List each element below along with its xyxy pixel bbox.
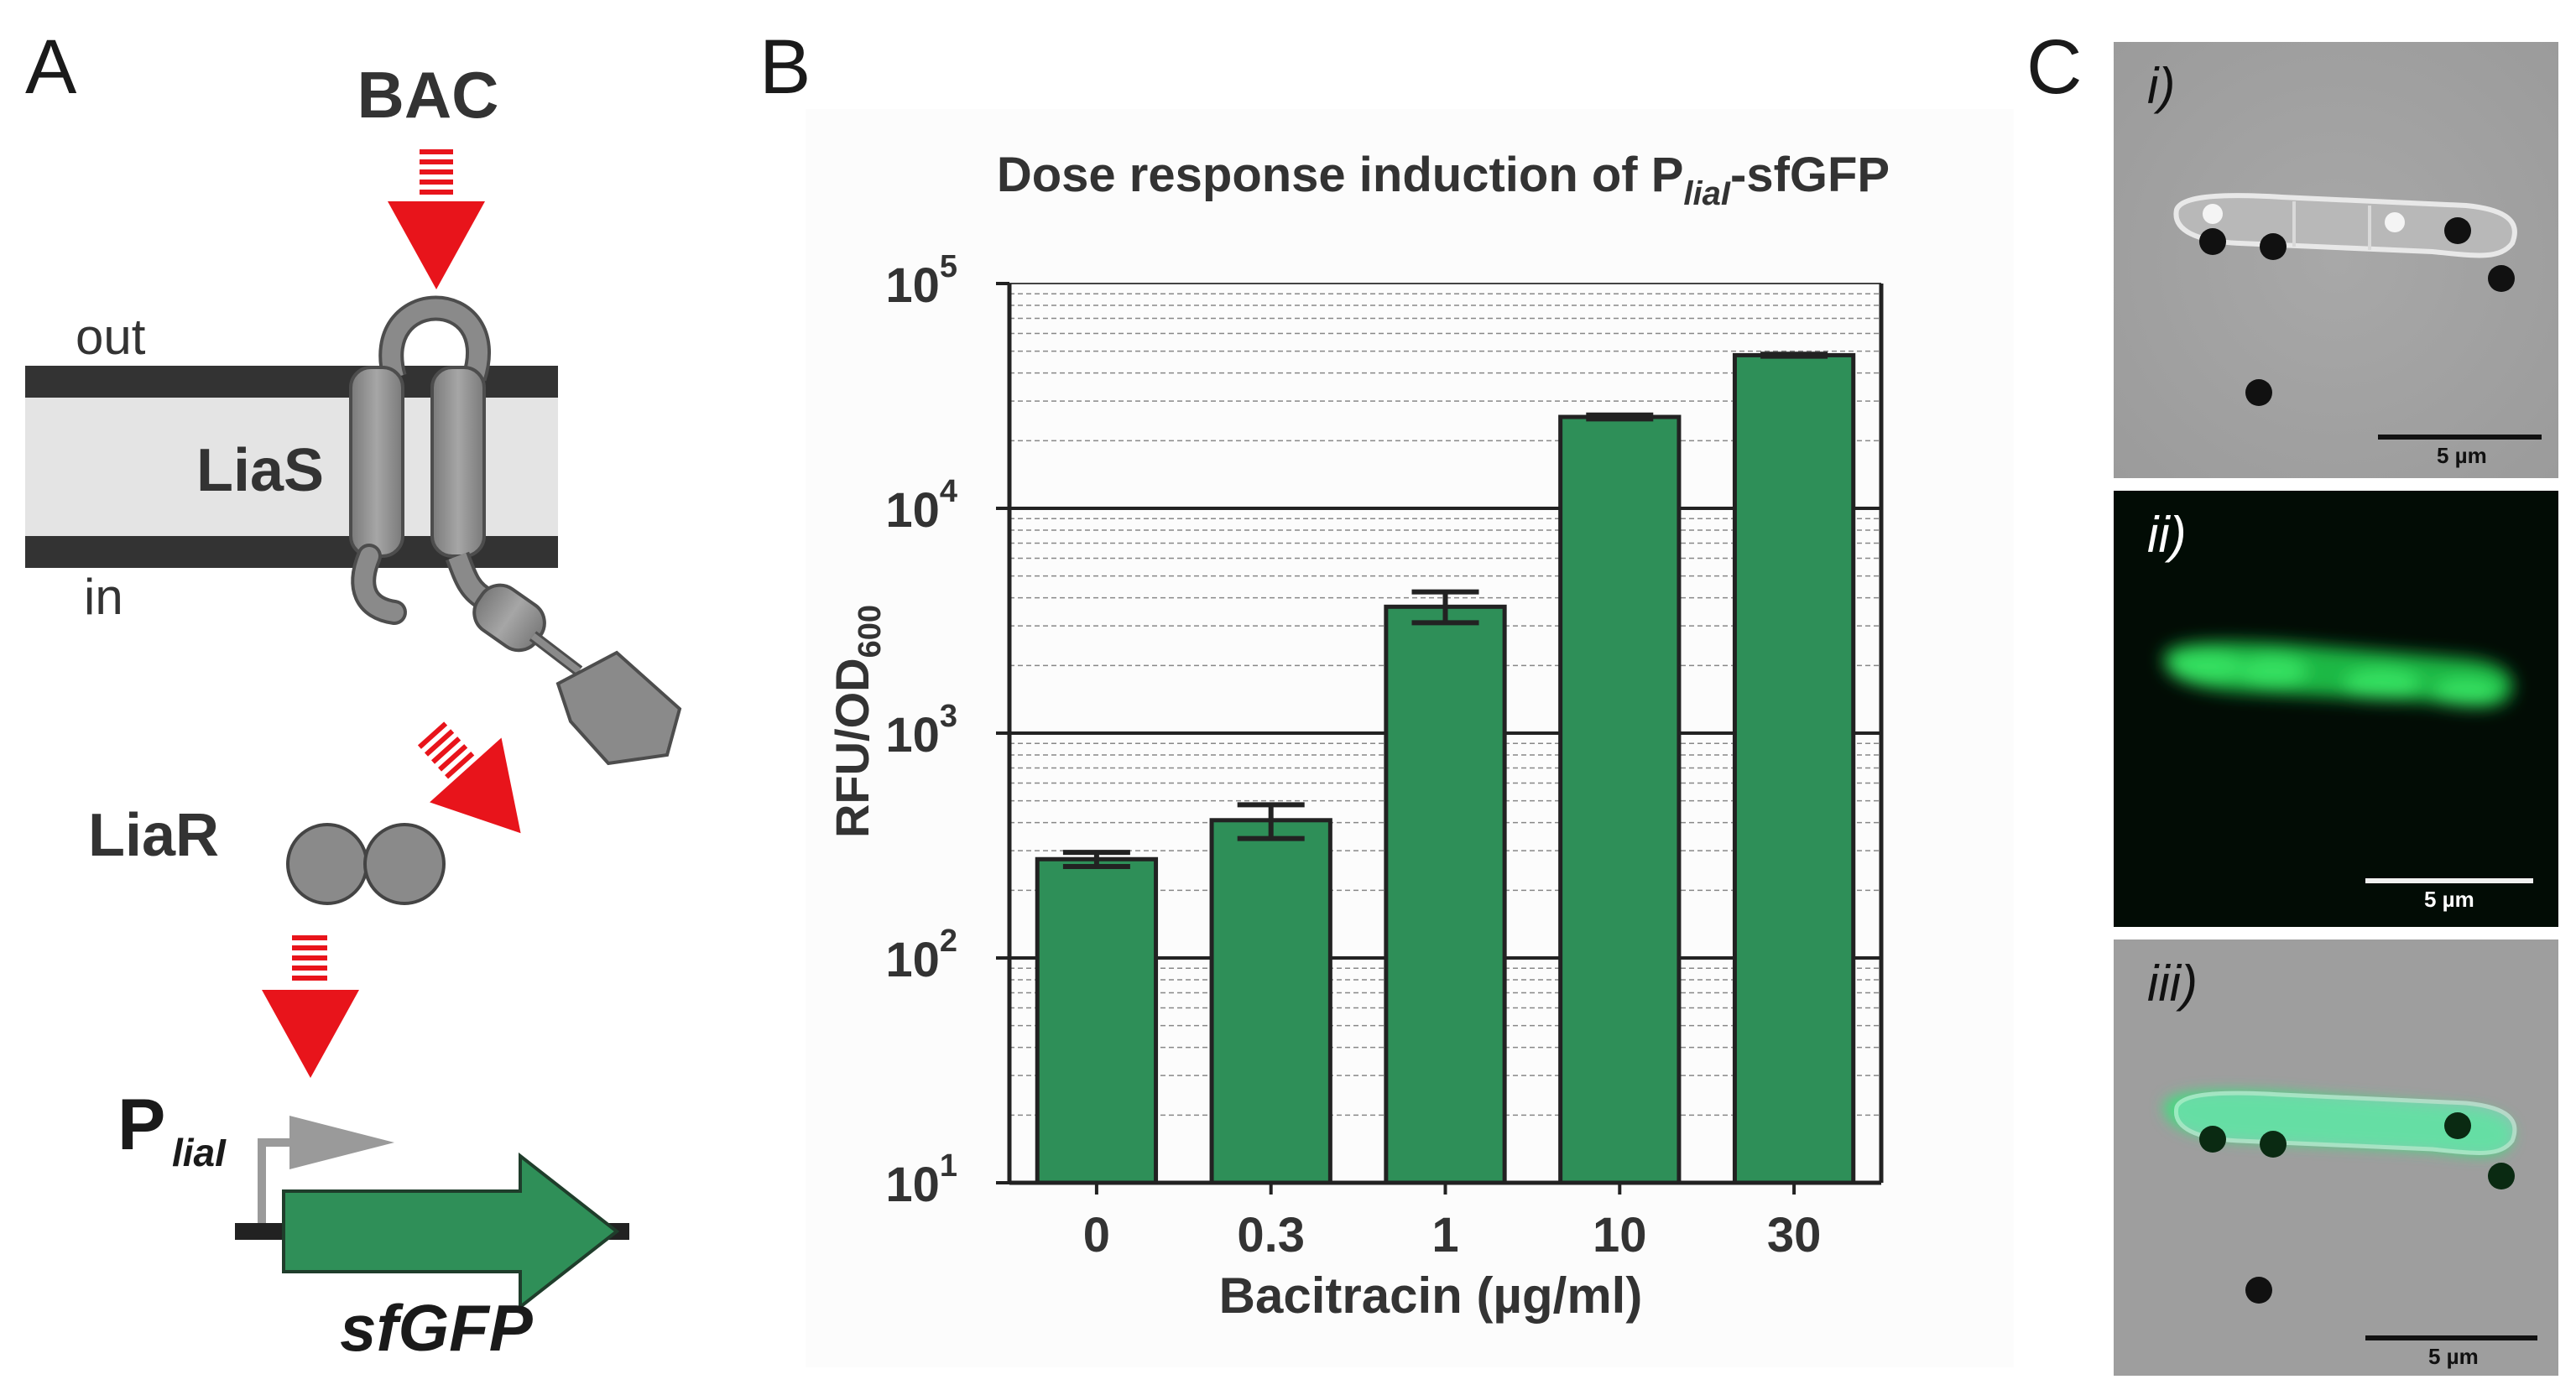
x-tick-label: 0 <box>1083 1208 1110 1262</box>
y-tick-label: 101 <box>885 1148 957 1212</box>
chart-title: Dose response induction of PliaI-sfGFP <box>997 148 1890 212</box>
sfgfp-gene-icon <box>235 1152 629 1311</box>
svg-text:RFU/OD600: RFU/OD600 <box>826 605 888 838</box>
error-bar-0 <box>1062 850 1130 870</box>
y-tick-label: 102 <box>885 924 957 987</box>
sfgfp-label: sfGFP <box>340 1291 534 1365</box>
scale-bar-label: 5 µm <box>2437 443 2487 468</box>
lias-label: LiaS <box>196 437 324 504</box>
micrograph-label: i) <box>2147 58 2176 114</box>
bar-30 <box>1732 352 1856 1185</box>
y-axis-label: RFU/OD600 <box>826 605 888 838</box>
dose-response-chart: Dose response induction of PliaI-sfGFP 0… <box>806 109 2014 1367</box>
x-tick-label: 1 <box>1431 1208 1458 1262</box>
panel-letter-c: C <box>2026 24 2083 110</box>
promoter-arrow-icon <box>258 1116 394 1231</box>
svg-text:Dose response induction of Pli: Dose response induction of PliaI-sfGFP <box>997 148 1890 212</box>
svg-text:liaI: liaI <box>172 1131 227 1174</box>
error-bar-10 <box>1586 412 1654 422</box>
panel-letter-b: B <box>759 24 811 110</box>
bac-label: BAC <box>357 58 499 132</box>
bar-0-3 <box>1209 818 1332 1185</box>
bac-arrow-icon <box>388 149 485 289</box>
bar-10 <box>1558 414 1682 1185</box>
error-bar-1 <box>1411 589 1479 626</box>
liar-label: LiaR <box>88 802 219 869</box>
lias-protein-icon <box>349 295 682 766</box>
liar-dimer-icon <box>286 823 446 905</box>
in-label: in <box>84 569 123 625</box>
scale-bar-label: 5 µm <box>2424 887 2474 912</box>
error-bar-30 <box>1760 351 1828 359</box>
scale-bar-label: 5 µm <box>2428 1344 2479 1369</box>
y-tick-label: 105 <box>885 249 957 313</box>
x-tick-label: 10 <box>1593 1208 1647 1262</box>
micrograph-overlay: iii) 5 µm <box>2114 940 2558 1376</box>
bar-1 <box>1384 604 1507 1185</box>
signaling-schematic: BAC out in LiaS <box>25 58 682 1365</box>
phospho-arrow-icon <box>417 721 521 834</box>
error-bar-0-3 <box>1237 802 1305 841</box>
out-label: out <box>76 309 146 365</box>
svg-text:P: P <box>117 1085 165 1165</box>
y-tick-label: 104 <box>885 474 957 538</box>
micrograph-label: iii) <box>2147 955 2198 1012</box>
bar-0 <box>1035 856 1159 1185</box>
panel-letter-a: A <box>25 24 77 110</box>
x-tick-label: 0.3 <box>1237 1208 1305 1262</box>
micrograph-fluorescence: ii) 5 µm <box>2114 491 2558 927</box>
x-tick-label: 30 <box>1767 1208 1822 1262</box>
activation-arrow-icon <box>262 935 359 1078</box>
micrograph-phase-contrast: i) 5 µm <box>2114 42 2558 478</box>
y-tick-label: 103 <box>885 699 957 763</box>
micrograph-label: ii) <box>2147 507 2187 563</box>
x-axis-label: Bacitracin (µg/ml) <box>1219 1267 1643 1324</box>
promoter-label: P liaI <box>117 1085 227 1174</box>
